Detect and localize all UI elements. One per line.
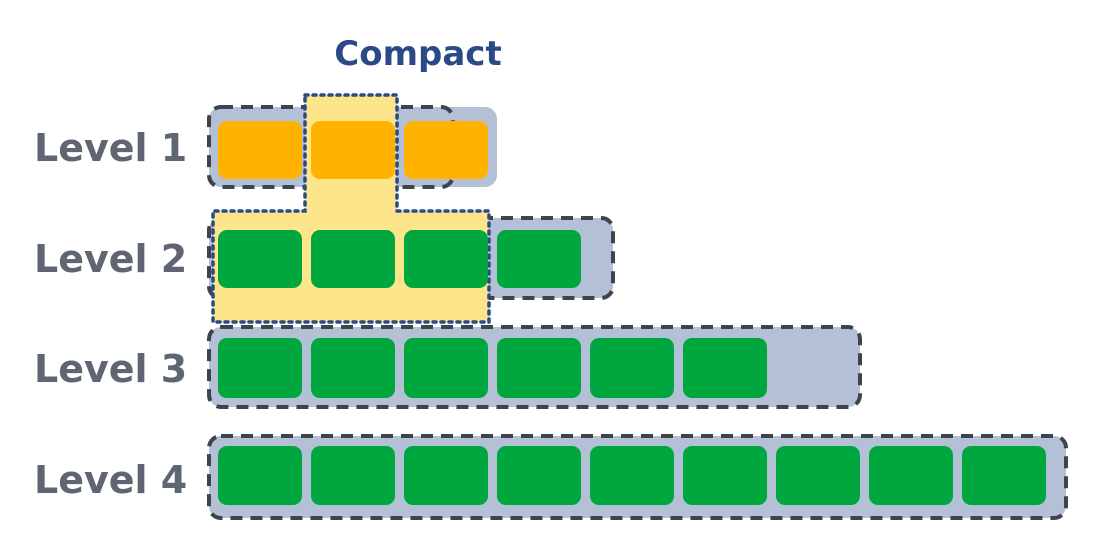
level-3-block bbox=[683, 338, 767, 398]
level-2-block bbox=[497, 230, 581, 288]
level-2-block bbox=[218, 230, 302, 288]
level-label: Level 2 bbox=[34, 237, 187, 281]
level-3-block bbox=[311, 338, 395, 398]
level-2-block bbox=[404, 230, 488, 288]
level-1-block bbox=[218, 121, 302, 179]
level-4-block bbox=[962, 446, 1046, 505]
level-4-block bbox=[869, 446, 953, 505]
level-1-block bbox=[311, 121, 395, 179]
level-4-block bbox=[218, 446, 302, 505]
level-3-block bbox=[590, 338, 674, 398]
level-4-block bbox=[311, 446, 395, 505]
level-4-block bbox=[590, 446, 674, 505]
diagram-title: Compact bbox=[334, 34, 501, 74]
level-4-block bbox=[497, 446, 581, 505]
level-3-block bbox=[218, 338, 302, 398]
level-4-block bbox=[404, 446, 488, 505]
level-label: Level 4 bbox=[34, 458, 187, 502]
level-label: Level 1 bbox=[34, 126, 187, 170]
level-3-block bbox=[404, 338, 488, 398]
level-4-block bbox=[776, 446, 860, 505]
level-4-block bbox=[683, 446, 767, 505]
level-label: Level 3 bbox=[34, 347, 187, 391]
level-3-block bbox=[497, 338, 581, 398]
level-1-block bbox=[404, 121, 488, 179]
level-2-block bbox=[311, 230, 395, 288]
